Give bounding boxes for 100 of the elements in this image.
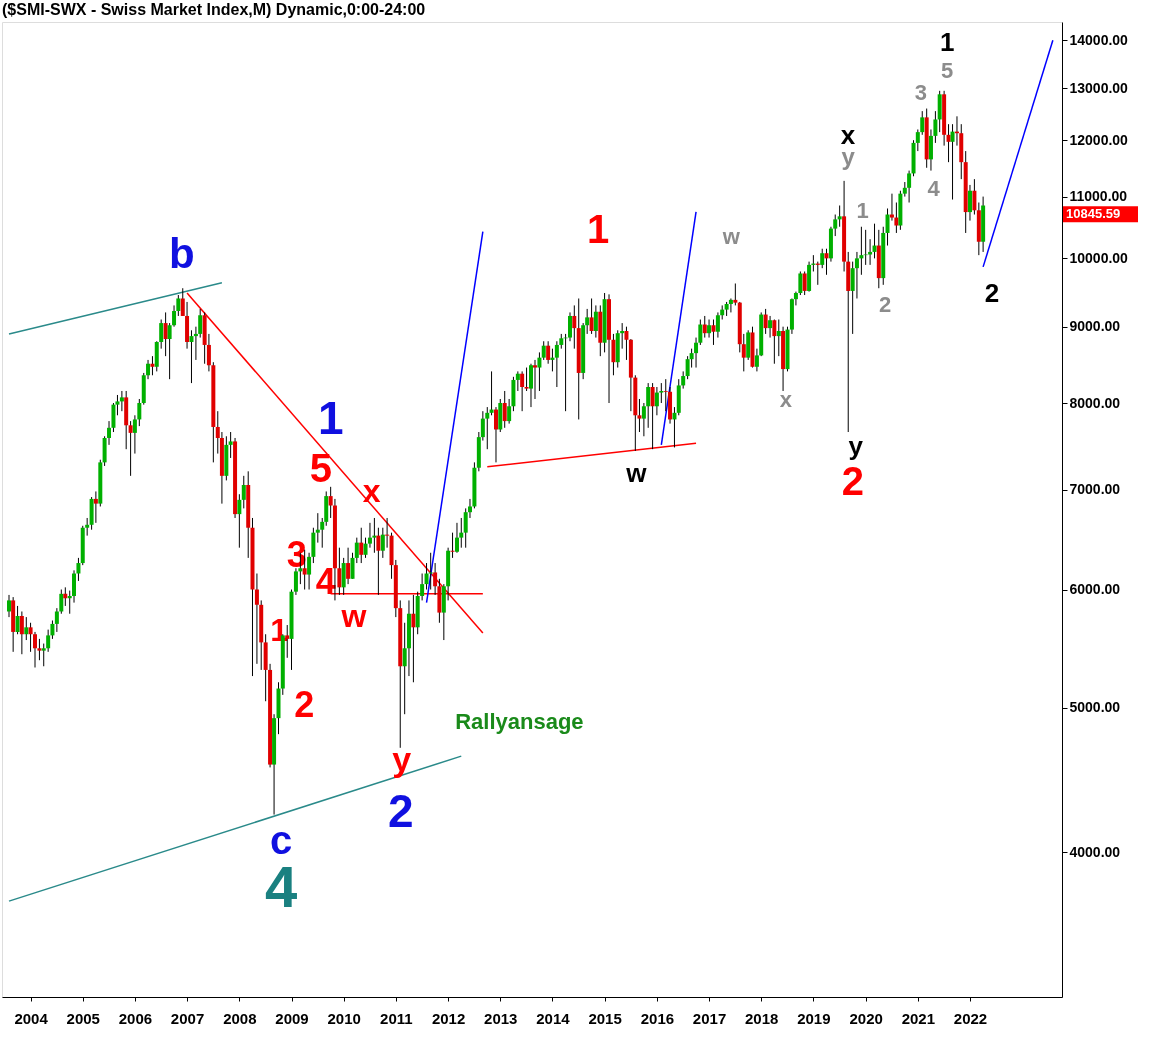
candlestick xyxy=(837,204,842,228)
candlestick xyxy=(7,594,11,618)
candlestick xyxy=(863,229,868,266)
candlestick xyxy=(524,367,529,392)
annotation: 1 xyxy=(856,198,869,224)
candlestick xyxy=(15,605,20,635)
chart-title: ($SMI-SWX - Swiss Market Index,M) Dynamic,0:00-24:00 xyxy=(2,1,426,18)
candlestick xyxy=(554,340,559,388)
candlestick xyxy=(346,547,351,585)
annotation: 1 xyxy=(317,391,344,444)
x-tick-label: 2015 xyxy=(588,1009,622,1027)
candlestick xyxy=(946,123,951,163)
candlestick xyxy=(546,340,551,365)
candlestick xyxy=(359,527,364,564)
candlestick xyxy=(93,490,98,524)
x-tick-label: 2007 xyxy=(170,1009,205,1027)
y-tick-label: 9000.00 xyxy=(1069,318,1121,335)
annotation: y xyxy=(848,430,864,461)
x-tick-label: 2013 xyxy=(484,1009,518,1027)
y-tick-label: 10000.00 xyxy=(1069,249,1129,266)
candlestick xyxy=(967,184,972,222)
candlestick xyxy=(589,297,594,335)
x-tick-label: 2012 xyxy=(431,1009,466,1027)
annotation: 4 xyxy=(927,175,941,201)
x-tick-label: 2011 xyxy=(380,1009,413,1027)
candlestick xyxy=(450,532,455,559)
x-tick-label: 2004 xyxy=(14,1009,49,1027)
candlestick xyxy=(889,193,894,222)
candlestick xyxy=(485,406,490,450)
candlestick xyxy=(854,251,859,299)
candlestick xyxy=(972,178,977,216)
candlestick xyxy=(189,329,194,384)
candlestick xyxy=(119,390,124,412)
y-tick-label: 12000.00 xyxy=(1069,131,1129,148)
candlestick xyxy=(159,319,164,350)
candlestick xyxy=(241,475,246,509)
x-tick-label: 2005 xyxy=(66,1009,100,1027)
x-tick-label: 2009 xyxy=(275,1009,309,1027)
x-tick-label: 2016 xyxy=(640,1009,675,1027)
annotation: 2 xyxy=(387,784,414,837)
annotation: 5 xyxy=(941,57,954,83)
x-tick-label: 2018 xyxy=(745,1009,779,1027)
x-tick-label: 2006 xyxy=(118,1009,153,1027)
candlestick xyxy=(654,386,659,416)
annotation: 1 xyxy=(940,27,955,58)
candlestick xyxy=(254,573,259,665)
candlestick xyxy=(920,110,925,136)
candlestick xyxy=(459,517,464,549)
candlestick xyxy=(315,512,320,544)
candlestick xyxy=(428,552,433,591)
annotation: 2 xyxy=(984,277,1000,308)
annotation: w xyxy=(625,458,648,489)
candlestick xyxy=(624,326,629,361)
annotation: x xyxy=(840,120,856,151)
annotation: 3 xyxy=(286,533,307,575)
annotation: b xyxy=(169,229,195,277)
candlestick xyxy=(228,431,233,459)
annotation: x xyxy=(362,472,381,509)
candlestick xyxy=(411,594,416,683)
text: 10845.59 xyxy=(1066,206,1121,222)
candlestick xyxy=(820,248,825,269)
candlestick xyxy=(385,517,390,549)
candlestick xyxy=(872,223,877,259)
candlestick xyxy=(650,382,655,450)
candlestick xyxy=(672,406,677,448)
annotation: 5 xyxy=(309,446,333,491)
y-tick-label: 6000.00 xyxy=(1069,581,1121,598)
y-tick-label: 13000.00 xyxy=(1069,79,1129,96)
candlestick xyxy=(568,311,573,342)
candlestick xyxy=(372,517,377,554)
x-tick-label: 2019 xyxy=(797,1009,831,1027)
candlestick xyxy=(454,522,459,554)
annotation: w xyxy=(340,597,367,634)
candlestick xyxy=(128,420,133,477)
x-tick-label: 2022 xyxy=(953,1009,988,1027)
y-tick-label: 5000.00 xyxy=(1069,699,1121,716)
annotation: w xyxy=(721,224,741,250)
candlestick xyxy=(715,311,720,339)
candlestick xyxy=(24,616,29,641)
x-tick-label: 2020 xyxy=(849,1009,883,1027)
candlestick xyxy=(63,586,68,607)
annotation: Rallyansage xyxy=(455,709,584,735)
candlestick xyxy=(520,370,525,412)
y-tick-label: 8000.00 xyxy=(1069,394,1121,411)
candlestick xyxy=(702,315,707,339)
candlestick xyxy=(763,308,768,335)
candlestick xyxy=(493,406,498,463)
candlestick xyxy=(489,370,494,416)
y-tick-label: 7000.00 xyxy=(1069,481,1121,498)
candlestick xyxy=(237,493,242,549)
x-tick-label: 2017 xyxy=(692,1009,727,1027)
candlestick xyxy=(733,282,738,306)
candlestick xyxy=(768,315,773,339)
candlestick xyxy=(907,170,912,204)
candlestick xyxy=(728,297,733,313)
candlestick xyxy=(541,340,546,361)
candlestick xyxy=(515,370,520,392)
annotation: 2 xyxy=(878,292,892,318)
annotation: 2 xyxy=(294,683,315,725)
y-tick-label: 14000.00 xyxy=(1069,31,1129,48)
